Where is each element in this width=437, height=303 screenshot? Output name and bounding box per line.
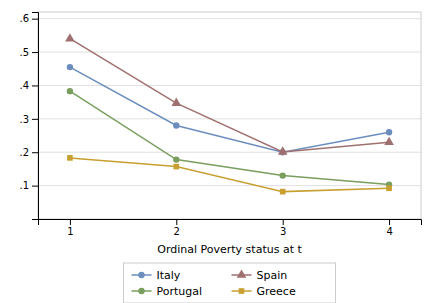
- x-tick: 4: [386, 219, 392, 237]
- grid-line: [38, 85, 421, 86]
- y-tick-label: .1: [19, 180, 29, 191]
- y-tick-label: .5: [19, 47, 29, 58]
- point: [384, 137, 394, 145]
- point: [65, 33, 75, 41]
- x-tick-label: 1: [67, 226, 73, 237]
- point: [67, 64, 73, 70]
- legend-marker: [237, 269, 247, 277]
- x-tick: 3: [280, 219, 286, 237]
- point: [278, 146, 288, 154]
- point: [280, 172, 286, 178]
- x-tick-label: 3: [280, 226, 286, 237]
- series-line: [70, 91, 389, 184]
- legend-label: Portugal: [157, 285, 203, 298]
- series-line: [70, 39, 389, 152]
- legend-marker: [138, 272, 144, 278]
- point: [173, 156, 179, 162]
- legend-box: [124, 263, 336, 303]
- legend-marker: [138, 288, 144, 294]
- y-tick: .6: [19, 13, 38, 24]
- y-tick-mark: [32, 52, 38, 53]
- y-tick-label: .6: [19, 13, 29, 24]
- y-tick-label: .2: [19, 147, 29, 158]
- point: [386, 185, 392, 191]
- x-axis: 1 2 3 4: [39, 219, 422, 237]
- legend-entry: Portugal: [132, 285, 203, 298]
- y-tick-mark: [32, 186, 38, 187]
- x-tick-label: 4: [386, 226, 392, 237]
- point: [280, 189, 286, 195]
- legend-entry: Greece: [232, 285, 296, 298]
- grid-line: [38, 185, 421, 186]
- y-tick: .3: [19, 114, 38, 125]
- legend-entry: Spain: [232, 269, 288, 282]
- point: [67, 88, 73, 94]
- x-tick-mark: [70, 219, 71, 225]
- series: [67, 64, 393, 156]
- series: [67, 155, 392, 194]
- x-tick-mark: [283, 219, 284, 225]
- y-tick-label: .4: [19, 80, 29, 91]
- series-line: [70, 67, 389, 152]
- y-tick-label: .3: [19, 114, 29, 125]
- y-tick: .2: [19, 147, 38, 158]
- x-tick-mark: [389, 219, 390, 225]
- grid-line: [38, 18, 421, 19]
- y-tick-mark: [32, 152, 38, 153]
- legend-entry: Italy: [132, 269, 181, 282]
- grid-line: [38, 118, 421, 119]
- x-tick: 1: [67, 219, 73, 237]
- y-tick: .1: [19, 180, 38, 191]
- y-axis: .1 .2 .3 .4 .5 .6: [19, 13, 38, 220]
- point: [171, 98, 181, 106]
- y-tick: .4: [19, 80, 38, 91]
- chart: 1 2 3 4 .1 .2 .3 .4 .5 .6 Ordinal Poverty status a…: [0, 0, 437, 303]
- plot: 1 2 3 4 .1 .2 .3 .4 .5 .6 Ordinal Poverty status a…: [19, 12, 421, 256]
- legend-label: Spain: [257, 269, 288, 282]
- legend: Italy Spain Portugal Greece: [124, 263, 336, 303]
- point: [386, 129, 392, 135]
- legend-label: Italy: [157, 269, 181, 282]
- series: [67, 88, 393, 188]
- x-tick-mark: [176, 219, 177, 225]
- x-tick: 2: [174, 219, 180, 237]
- y-tick-mark: [32, 19, 38, 20]
- plot-frame: [38, 12, 421, 219]
- grid-line: [38, 52, 421, 53]
- x-axis-title: Ordinal Poverty status at t: [157, 243, 302, 256]
- point: [173, 164, 179, 170]
- point: [67, 155, 73, 161]
- y-tick-mark: [32, 85, 38, 86]
- y-axis-line: [32, 13, 39, 220]
- marks: [65, 33, 394, 194]
- series: [65, 33, 394, 155]
- point: [173, 122, 179, 128]
- x-axis-line: [39, 220, 422, 226]
- legend-marker: [239, 288, 245, 294]
- y-tick-mark: [32, 119, 38, 120]
- y-tick: .5: [19, 47, 38, 58]
- legend-label: Greece: [257, 285, 296, 298]
- grid-line: [38, 152, 421, 153]
- x-tick-label: 2: [174, 226, 180, 237]
- series-line: [70, 158, 389, 192]
